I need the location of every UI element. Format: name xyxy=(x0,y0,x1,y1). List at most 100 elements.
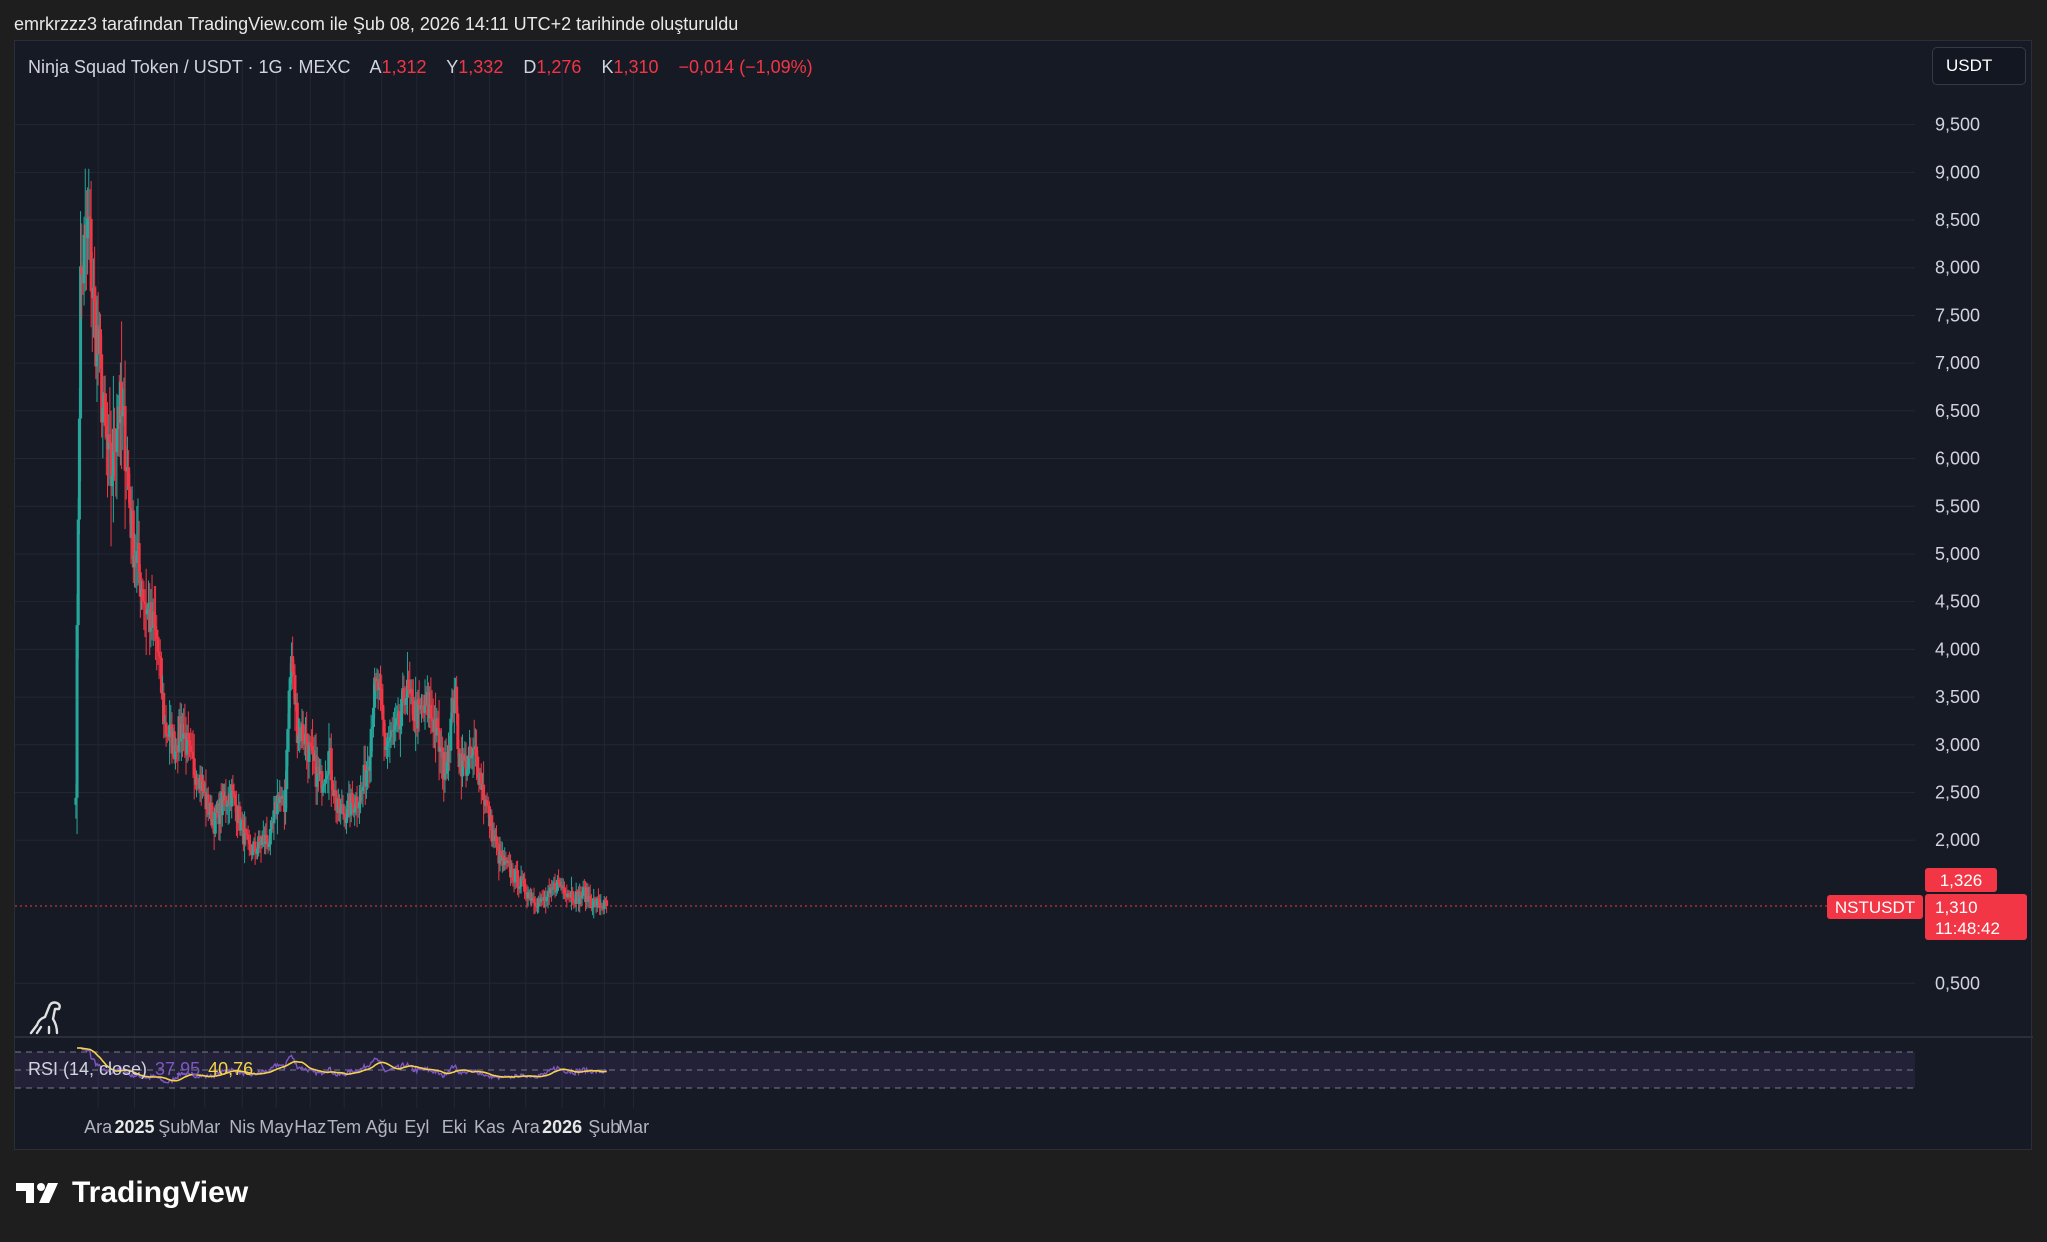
candle-body xyxy=(402,688,406,703)
candle-body xyxy=(315,766,319,787)
candle-body xyxy=(357,801,361,809)
candle-body xyxy=(320,771,324,793)
y-tick-label: 3,000 xyxy=(1935,735,1980,755)
candle-body xyxy=(482,784,486,800)
candle-body xyxy=(287,690,291,729)
candle-body xyxy=(98,329,102,355)
candle-body xyxy=(80,266,84,275)
candle-body xyxy=(182,732,186,739)
candle-body xyxy=(586,887,590,902)
candle-body xyxy=(411,696,415,721)
candle-body xyxy=(138,572,142,597)
candle-body xyxy=(76,519,80,626)
candle-body xyxy=(326,774,330,776)
tradingview-logo[interactable]: TradingView xyxy=(16,1176,248,1210)
candle-body xyxy=(245,833,249,835)
candle-body xyxy=(503,857,507,865)
candle-body xyxy=(110,476,114,487)
candle-body xyxy=(165,733,169,737)
candle-body xyxy=(574,891,578,904)
candle-body xyxy=(86,218,90,239)
candle-body xyxy=(471,747,475,756)
symbol-price-tag-bg xyxy=(1827,895,1923,920)
candle-body xyxy=(441,747,445,779)
candle-body xyxy=(111,428,115,477)
candle-body xyxy=(530,898,534,901)
candle-body xyxy=(486,805,490,807)
candle-body xyxy=(436,718,440,729)
candle-body xyxy=(350,793,354,804)
y-tick-label: 4,000 xyxy=(1935,639,1980,659)
candle-body xyxy=(280,796,284,799)
candle-body xyxy=(439,746,443,748)
price-chart[interactable]: 0,500 2,000 2,500 3,000 3,500 4,000 4,500 5,000… xyxy=(15,41,2033,1151)
candle-body xyxy=(322,783,326,786)
candle-body xyxy=(141,589,145,601)
candle-body xyxy=(121,410,125,417)
candle-body xyxy=(600,905,604,909)
dinosaur-icon[interactable] xyxy=(23,995,67,1039)
candle-body xyxy=(550,887,554,890)
candle-body xyxy=(370,727,374,729)
chart-panel[interactable]: 0,500 2,000 2,500 3,000 3,500 4,000 4,500 5,000… xyxy=(14,40,2033,1151)
y-tick-label: 2,000 xyxy=(1935,830,1980,850)
candle-body xyxy=(562,887,566,895)
candle-body xyxy=(572,900,576,903)
candle-body xyxy=(349,793,353,816)
candle-body xyxy=(108,434,112,443)
candle-body xyxy=(511,868,515,881)
candle-body xyxy=(186,733,190,741)
candle-body xyxy=(154,626,158,630)
symbol-title: Ninja Squad Token / USDT · 1G · MEXC xyxy=(28,57,351,77)
candle-body xyxy=(257,836,261,849)
candle-body xyxy=(355,796,359,808)
x-tick-label: May xyxy=(259,1117,293,1137)
candle-body xyxy=(152,611,156,627)
candle-body xyxy=(120,381,124,417)
candle-body xyxy=(528,892,532,901)
candle-body xyxy=(183,732,187,734)
candle-body xyxy=(452,699,456,714)
candle-body xyxy=(582,886,586,888)
candle-body xyxy=(553,882,557,892)
candle-body xyxy=(445,761,449,774)
candle-body xyxy=(513,868,517,883)
candle-body xyxy=(272,810,276,824)
candle-body xyxy=(248,843,252,852)
candle-body xyxy=(475,746,479,757)
brand-name: TradingView xyxy=(72,1176,249,1209)
candle-body xyxy=(284,789,288,813)
x-tick-label: Ara xyxy=(84,1117,113,1137)
currency-button[interactable]: USDT xyxy=(1932,47,2026,85)
candle-body xyxy=(558,881,562,887)
candle-body xyxy=(190,751,194,753)
y-tick-label: 5,500 xyxy=(1935,496,1980,516)
candle-body xyxy=(143,601,147,605)
candle-body xyxy=(361,786,365,791)
candle-body xyxy=(164,722,168,734)
candle-body xyxy=(461,753,465,777)
candle-body xyxy=(291,656,295,672)
candle-body xyxy=(288,677,292,691)
open-label: A xyxy=(369,57,382,77)
candle-body xyxy=(292,671,296,675)
candle-body xyxy=(476,756,480,778)
candle-body xyxy=(557,879,561,882)
candle-body xyxy=(275,795,279,815)
candle-body xyxy=(520,876,524,879)
x-tick-label: Kas xyxy=(474,1117,505,1137)
x-tick-label: Ağu xyxy=(366,1117,398,1137)
rsi-ma-value: 40,76 xyxy=(208,1059,254,1079)
candle-body xyxy=(230,784,234,807)
candle-body xyxy=(437,728,441,752)
candle-body xyxy=(490,815,494,842)
candle-body xyxy=(162,692,166,723)
candle-body xyxy=(560,885,564,889)
candle-body xyxy=(479,772,483,790)
candle-body xyxy=(518,886,522,889)
candle-body xyxy=(135,551,139,563)
candle-body xyxy=(101,407,105,423)
x-tick-label: 2026 xyxy=(542,1117,582,1137)
candle-body xyxy=(581,886,585,896)
candle-body xyxy=(166,736,170,738)
